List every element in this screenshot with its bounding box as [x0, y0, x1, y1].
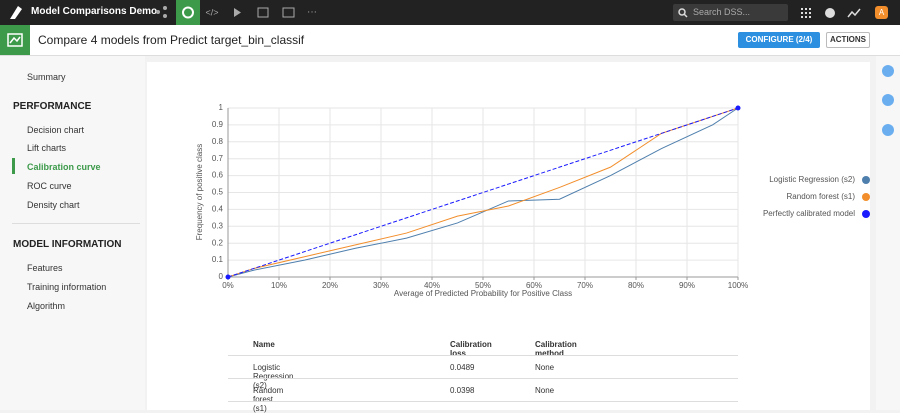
y-tick-label: 0.1 [212, 255, 224, 264]
nav-item[interactable]: Density chart [27, 200, 80, 210]
table-header: Calibration loss [450, 340, 492, 358]
separator [12, 223, 140, 224]
table-cell: Random forest (s1) [253, 386, 284, 413]
legend-label: Random forest (s1) [787, 192, 856, 201]
point [225, 274, 231, 280]
y-tick-label: 0.7 [212, 154, 224, 163]
configure-button[interactable]: CONFIGURE (2/4) [738, 32, 820, 48]
x-tick-label: 70% [577, 281, 593, 290]
nav-item[interactable]: Training information [27, 282, 107, 292]
nav-item-active[interactable]: Calibration curve [27, 162, 101, 172]
nav-item[interactable]: ROC curve [27, 181, 72, 191]
search-icon [678, 8, 688, 18]
series-line [227, 107, 739, 278]
y-tick-label: 0 [219, 272, 224, 281]
x-tick-label: 80% [628, 281, 644, 290]
table-cell: Logistic Regression (s2) [253, 363, 294, 390]
top-icons[interactable] [798, 4, 868, 21]
y-tick-label: 0.3 [212, 221, 224, 230]
series-line [227, 107, 739, 278]
legend-swatch [862, 210, 870, 218]
x-tick-label: 40% [424, 281, 440, 290]
legend-label: Logistic Regression (s2) [769, 175, 855, 184]
svg-text:</>: </> [205, 7, 218, 17]
table-cell: None [535, 363, 555, 372]
side-nav: Summary PERFORMANCE Decision chart Lift … [0, 56, 145, 410]
y-tick-label: 0.6 [212, 171, 224, 180]
nav-section: PERFORMANCE [13, 101, 92, 112]
search-placeholder: Search DSS... [693, 7, 751, 17]
main-panel [147, 62, 870, 410]
legend-swatch [862, 176, 870, 184]
x-tick-label: 10% [271, 281, 287, 290]
model-icon [0, 25, 30, 55]
svg-text:···: ··· [307, 7, 317, 18]
row-divider [228, 378, 738, 379]
y-tick-label: 0.4 [212, 205, 224, 214]
y-tick-label: 0.8 [212, 137, 224, 146]
legend-label: Perfectly calibrated model [763, 209, 855, 218]
y-tick-label: 0.2 [212, 238, 224, 247]
row-divider [228, 355, 738, 356]
nav-item[interactable]: Lift charts [27, 143, 67, 153]
x-tick-label: 0% [222, 281, 234, 290]
y-axis-title: Frequency of positive class [195, 144, 204, 241]
page-title: Compare 4 models from Predict target_bin… [38, 33, 305, 47]
y-tick-label: 0.5 [212, 188, 224, 197]
table-cell: None [535, 386, 555, 395]
table-header: Name [253, 340, 275, 349]
model-icon-glyph [7, 33, 23, 47]
x-tick-label: 30% [373, 281, 389, 290]
logo[interactable] [8, 5, 24, 20]
search-box[interactable]: Search DSS... [673, 4, 788, 21]
y-tick-label: 0.9 [212, 120, 224, 129]
point [735, 105, 741, 111]
avatar[interactable]: A [875, 6, 888, 19]
nav-item[interactable]: Decision chart [27, 125, 85, 135]
series-line [227, 107, 739, 278]
right-rail [876, 56, 900, 410]
x-tick-label: 20% [322, 281, 338, 290]
legend-swatch [862, 193, 870, 201]
actions-button[interactable]: ACTIONS [826, 32, 870, 48]
active-indicator [12, 158, 15, 174]
rail-icons[interactable] [876, 56, 900, 146]
top-bar: Model Comparisons Demo </> ··· Search DS… [0, 0, 900, 25]
x-tick-label: 90% [679, 281, 695, 290]
x-tick-label: 100% [728, 281, 748, 290]
y-tick-label: 1 [219, 103, 224, 112]
row-divider [228, 401, 738, 402]
project-name[interactable]: Model Comparisons Demo [31, 6, 158, 17]
table-header: Calibration method [535, 340, 577, 358]
nav-section: MODEL INFORMATION [13, 239, 122, 250]
x-tick-label: 50% [475, 281, 491, 290]
x-axis-title: Average of Predicted Probability for Pos… [394, 289, 572, 298]
x-tick-label: 60% [526, 281, 542, 290]
nav-item[interactable]: Algorithm [27, 301, 66, 311]
table-cell: 0.0398 [450, 386, 475, 395]
table-cell: 0.0489 [450, 363, 475, 372]
nav-item[interactable]: Features [27, 263, 63, 273]
nav-item[interactable]: Summary [27, 72, 66, 82]
header: Compare 4 models from Predict target_bin… [0, 25, 900, 56]
nav-icons[interactable]: </> ··· [150, 0, 330, 25]
